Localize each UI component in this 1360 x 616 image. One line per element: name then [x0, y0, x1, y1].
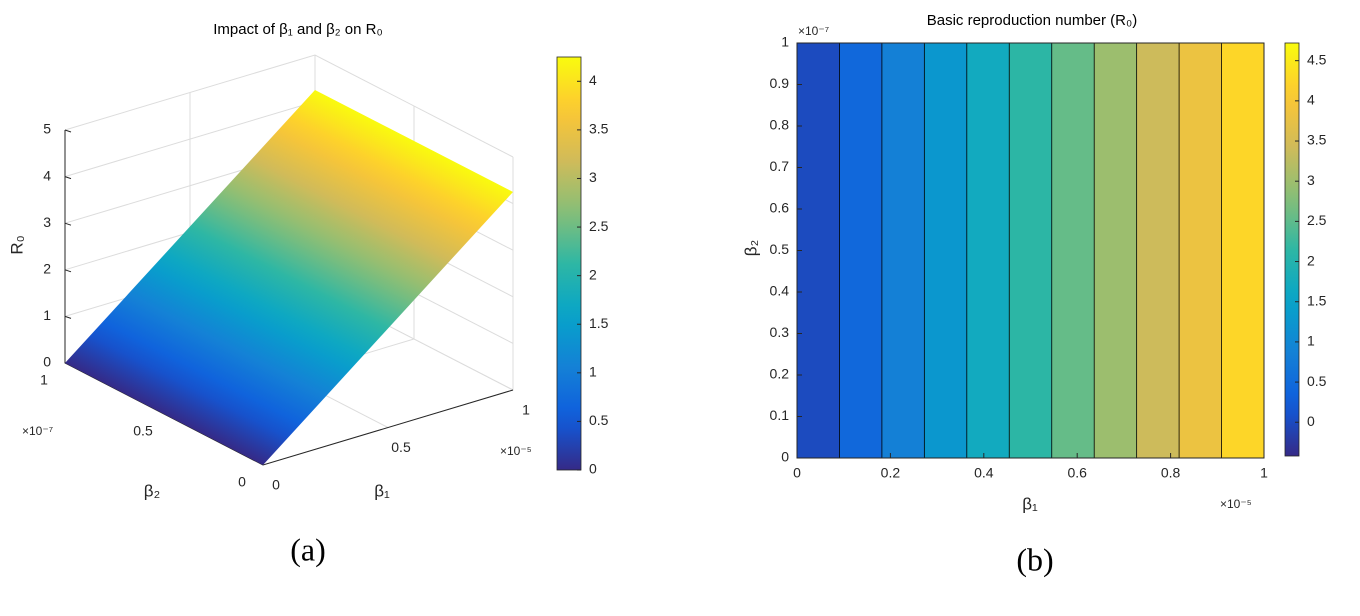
z-tick [64, 176, 72, 180]
y-tick-label: 0.8 [770, 117, 790, 133]
colorbar-tick-label: 0.5 [589, 412, 609, 428]
contour-band [1221, 43, 1264, 458]
contour-band [1136, 43, 1180, 458]
chart-title: Impact of β₁ and β₂ on R₀ [213, 21, 382, 38]
x-tick-label: 0.4 [974, 465, 994, 481]
y-tick-label: 0.1 [770, 407, 790, 423]
x-tick-label: 0 [793, 465, 801, 481]
x-tick-label: 1 [522, 402, 530, 418]
x-tick-label: 0.2 [881, 465, 901, 481]
x-exponent: ×10⁻⁵ [500, 444, 532, 458]
y-tick-label: 0.2 [770, 366, 790, 382]
z-tick-label: 4 [43, 167, 51, 183]
contour-band [797, 43, 840, 458]
z-tick-label: 5 [43, 121, 51, 137]
colorbar-tick-label: 1.5 [1307, 292, 1327, 308]
y-exponent: ×10⁻⁷ [798, 24, 829, 38]
y-tick-label: 0 [238, 474, 246, 490]
y-tick-label: 0.4 [770, 283, 790, 299]
z-tick [64, 315, 72, 319]
x-axis-label: β₁ [1022, 494, 1038, 513]
colorbar [556, 56, 582, 471]
z-tick-label: 0 [43, 354, 51, 370]
colorbar-tick-label: 4 [1307, 92, 1315, 108]
y-axis-label: β₂ [144, 481, 160, 500]
z-tick-label: 2 [43, 261, 51, 277]
x-tick-label: 0.8 [1161, 465, 1181, 481]
y-axis-label: β₂ [741, 240, 760, 256]
x-tick-label: 1 [1260, 465, 1268, 481]
x-tick-label: 0.6 [1067, 465, 1087, 481]
caption: (a) [290, 531, 326, 567]
colorbar-tick-label: 0 [589, 461, 597, 477]
z-tick-label: 3 [43, 214, 51, 230]
chart-title: Basic reproduction number (R₀) [927, 12, 1137, 29]
colorbar-tick-label: 2.5 [589, 218, 609, 234]
colorbar [1284, 42, 1300, 457]
colorbar-tick-label: 3.5 [1307, 132, 1327, 148]
y-tick-label: 1 [40, 372, 48, 388]
surface [65, 89, 513, 465]
y-tick-label: 0.3 [770, 324, 790, 340]
colorbar-tick-label: 3.5 [589, 121, 609, 137]
contour-band [924, 43, 967, 458]
colorbar-tick-label: 4 [589, 72, 597, 88]
colorbar-tick-label: 1 [1307, 333, 1315, 349]
y-exponent: ×10⁻⁷ [22, 424, 53, 438]
contour-band [1179, 43, 1222, 458]
x-tick-label: 0.5 [391, 439, 411, 455]
y-tick-label: 0.7 [770, 158, 790, 174]
colorbar-tick-label: 2.5 [1307, 212, 1327, 228]
y-tick-label: 0.5 [770, 241, 790, 257]
colorbar-tick-label: 3 [589, 169, 597, 185]
z-tick [64, 222, 72, 226]
colorbar-tick-label: 0.5 [1307, 373, 1327, 389]
contour-band [881, 43, 925, 458]
colorbar-tick-label: 3 [1307, 172, 1315, 188]
contour-band [839, 43, 882, 458]
colorbar-tick-label: 0 [1307, 413, 1315, 429]
caption: (b) [1016, 541, 1053, 577]
colorbar-tick-label: 1.5 [589, 315, 609, 331]
colorbar-tick-label: 4.5 [1307, 51, 1327, 67]
x-tick-label: 0 [272, 477, 280, 493]
contour-band [1094, 43, 1137, 458]
contour-band [1009, 43, 1052, 458]
y-tick-label: 0 [781, 449, 789, 465]
colorbar-tick-label: 1 [589, 364, 597, 380]
z-axis-label: R₀ [7, 235, 26, 254]
y-tick-label: 1 [781, 34, 789, 50]
y-tick-label: 0.9 [770, 75, 790, 91]
contour-band [966, 43, 1010, 458]
x-exponent: ×10⁻⁵ [1220, 497, 1252, 511]
colorbar-tick-label: 2 [589, 266, 597, 282]
y-tick-label: 0.5 [133, 423, 153, 439]
x-axis-label: β₁ [374, 481, 390, 500]
y-tick-label: 0.6 [770, 200, 790, 216]
z-tick [64, 129, 72, 133]
z-tick [64, 269, 72, 273]
colorbar-tick-label: 2 [1307, 252, 1315, 268]
contour-band [1051, 43, 1095, 458]
z-tick-label: 1 [43, 307, 51, 323]
